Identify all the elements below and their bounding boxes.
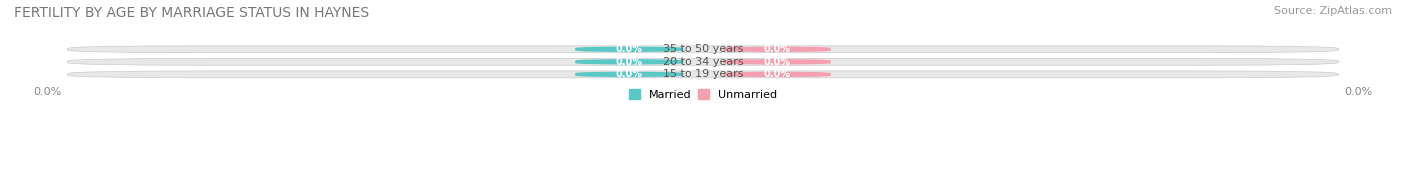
- FancyBboxPatch shape: [575, 59, 683, 65]
- Text: FERTILITY BY AGE BY MARRIAGE STATUS IN HAYNES: FERTILITY BY AGE BY MARRIAGE STATUS IN H…: [14, 6, 370, 20]
- Text: 0.0%: 0.0%: [763, 44, 790, 54]
- Text: 20 to 34 years: 20 to 34 years: [662, 57, 744, 67]
- FancyBboxPatch shape: [67, 58, 1339, 65]
- Text: 15 to 19 years: 15 to 19 years: [662, 69, 744, 79]
- FancyBboxPatch shape: [67, 46, 1339, 53]
- FancyBboxPatch shape: [67, 71, 1339, 78]
- FancyBboxPatch shape: [575, 46, 683, 52]
- Legend: Married, Unmarried: Married, Unmarried: [624, 84, 782, 104]
- Text: 0.0%: 0.0%: [616, 44, 643, 54]
- FancyBboxPatch shape: [723, 59, 831, 65]
- FancyBboxPatch shape: [723, 46, 831, 52]
- FancyBboxPatch shape: [575, 72, 683, 77]
- Text: 0.0%: 0.0%: [616, 57, 643, 67]
- FancyBboxPatch shape: [723, 72, 831, 77]
- Text: 0.0%: 0.0%: [616, 69, 643, 79]
- Text: 35 to 50 years: 35 to 50 years: [662, 44, 744, 54]
- Text: 0.0%: 0.0%: [763, 69, 790, 79]
- Text: Source: ZipAtlas.com: Source: ZipAtlas.com: [1274, 6, 1392, 16]
- Text: 0.0%: 0.0%: [763, 57, 790, 67]
